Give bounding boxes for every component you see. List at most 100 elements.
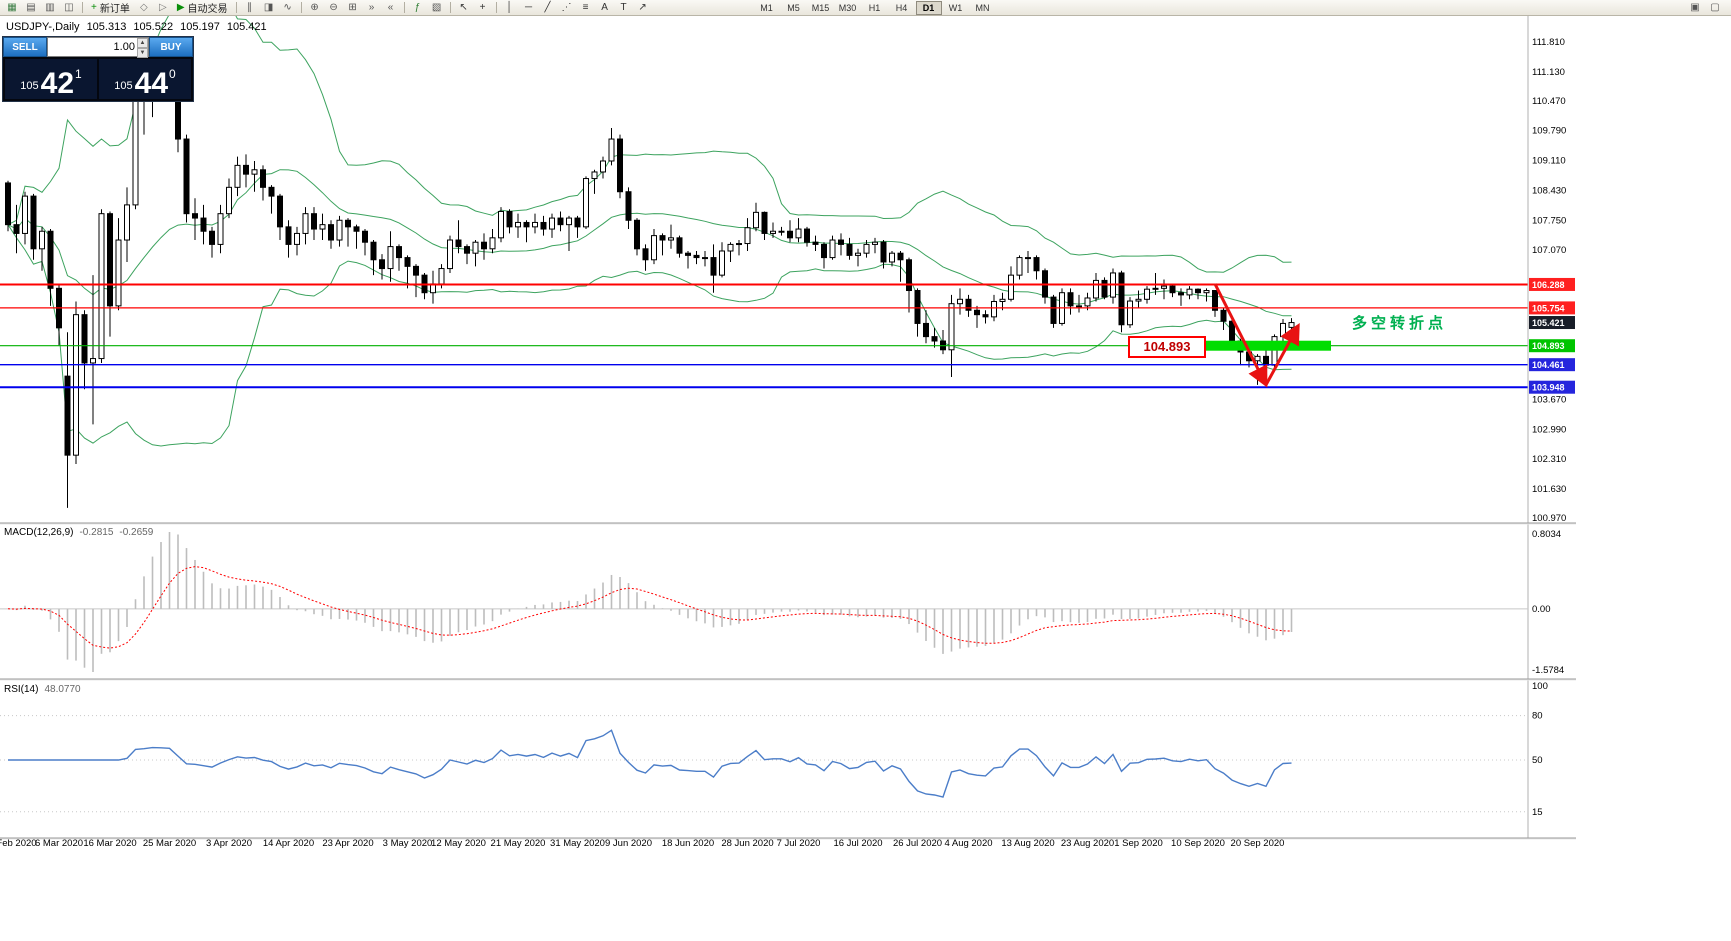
date-axis-tick: 31 May 2020 [550, 838, 605, 849]
timeframe-m1-button[interactable]: M1 [760, 2, 773, 13]
svg-text:104.461: 104.461 [1532, 360, 1565, 370]
timeframe-h4-button[interactable]: H4 [895, 2, 908, 13]
sell-price-display[interactable]: 105 42 1 [5, 59, 97, 99]
price-axis-badge [1529, 301, 1575, 315]
date-axis-tick: 10 Sep 2020 [1171, 838, 1225, 849]
svg-text:104.893: 104.893 [1532, 341, 1565, 351]
volume-spinner: ▲ ▼ [136, 38, 148, 58]
crosshair-icon[interactable]: + [479, 2, 486, 13]
timeframe-m15-button[interactable]: M15 [811, 2, 830, 13]
buy-price-pips: 44 [134, 66, 169, 100]
price-axis-tick: 103.670 [1532, 394, 1566, 405]
sell-price-point: 1 [75, 67, 82, 81]
text-icon[interactable]: A [601, 2, 608, 13]
auto-trading-button-label: 自动交易 [187, 4, 228, 15]
macd-main-value: -0.2815 [79, 527, 114, 538]
svg-text:0.8034: 0.8034 [1532, 529, 1561, 540]
volume-field: ▲ ▼ [47, 37, 149, 58]
sell-price-major: 105 [20, 80, 39, 92]
price-axis-tick: 111.130 [1532, 67, 1565, 78]
up-arrow-drawing[interactable] [1264, 323, 1300, 386]
arrows-icon[interactable]: ↗ [638, 2, 647, 13]
fibonacci-icon[interactable]: ≡ [582, 2, 589, 13]
strategy-tester-icon[interactable]: ▷ [158, 2, 167, 13]
equidistant-channel-icon[interactable]: ⋰ [561, 2, 572, 13]
cursor-icon[interactable]: ↖ [459, 2, 468, 13]
candlestick-chart-icon[interactable]: ◨ [263, 2, 274, 13]
rsi-line [8, 729, 1292, 798]
chart-profiles-icon[interactable]: ▤ [26, 2, 36, 13]
date-axis-tick: 28 Jun 2020 [721, 838, 773, 849]
indicators-icon[interactable]: ƒ [414, 2, 421, 13]
horizontal-line-icon[interactable]: ─ [525, 2, 533, 13]
svg-text:106.288: 106.288 [1532, 280, 1565, 290]
date-axis-tick: 21 May 2020 [491, 838, 546, 849]
new-order-button[interactable]: + 新订单 [87, 1, 134, 15]
svg-text:105.421: 105.421 [1532, 318, 1565, 328]
buy-price-display[interactable]: 105 44 0 [99, 59, 191, 99]
auto-trading-button[interactable]: ▶ 自动交易 [173, 1, 232, 15]
price-axis-badge [1529, 277, 1575, 291]
date-axis-tick: 20 Sep 2020 [1231, 838, 1285, 849]
main-price-pane [0, 16, 1528, 508]
metaeditor-icon[interactable]: ◇ [139, 2, 148, 13]
price-axis-tick: 109.110 [1532, 156, 1566, 167]
svg-text:0.00: 0.00 [1532, 604, 1551, 615]
print-preview-icon[interactable]: ▢ [1710, 2, 1720, 13]
volume-up-button[interactable]: ▲ [136, 38, 148, 48]
date-axis-tick: 9 Jun 2020 [605, 838, 652, 849]
auto-scroll-icon[interactable]: » [368, 2, 375, 13]
macd-signal-value: -0.2659 [119, 527, 154, 538]
line-chart-icon[interactable]: ∿ [283, 2, 292, 13]
price-axis-badge [1529, 316, 1575, 330]
volume-input[interactable] [48, 38, 137, 56]
timeframe-mn-button[interactable]: MN [975, 2, 990, 13]
zoom-out-icon[interactable]: ⊖ [329, 2, 338, 13]
sell-button[interactable]: SELL [3, 37, 47, 57]
date-axis-tick: 4 Aug 2020 [944, 838, 992, 849]
buy-button[interactable]: BUY [149, 37, 193, 57]
one-click-trading-panel: SELL ▲ ▼ BUY 105 42 1 105 44 0 [2, 36, 194, 102]
tile-windows-icon[interactable]: ⊞ [348, 2, 357, 13]
date-axis-tick: 16 Jul 2020 [833, 838, 882, 849]
date-axis-tick: 26 Jul 2020 [893, 838, 942, 849]
toolbar-separator [235, 2, 237, 13]
new-chart-icon[interactable]: ▦ [7, 2, 17, 13]
support-price-label[interactable]: 104.893 [1128, 336, 1206, 358]
macd-name: MACD(12,26,9) [4, 527, 74, 538]
chart-window: 111.810 111.130 110.470 109.790 109.110 108.4… [0, 16, 1731, 936]
timeframe-h1-button[interactable]: H1 [868, 2, 881, 13]
toolbar-separator [300, 2, 302, 13]
timeframe-w1-button[interactable]: W1 [948, 2, 963, 13]
new-order-icon: + [91, 2, 97, 13]
date-axis-tick: Feb 2020 [0, 838, 37, 849]
price-axis-badge [1529, 339, 1575, 353]
bull-bear-turning-point-annotation[interactable]: 多空转折点 [1352, 315, 1448, 332]
bollinger-upper-band [7, 16, 1292, 273]
price-axis-badge [1529, 358, 1575, 372]
toolbar-separator [82, 2, 83, 13]
svg-text:80: 80 [1532, 711, 1543, 722]
date-axis-tick: 1 Sep 2020 [1114, 838, 1163, 849]
timeframe-d1-button[interactable]: D1 [915, 0, 942, 15]
templates-icon[interactable]: ▧ [431, 2, 442, 13]
print-icon[interactable]: ▣ [1690, 2, 1700, 13]
down-arrow-drawing[interactable] [1213, 283, 1268, 388]
ohlc-info: USDJPY-,Daily 105.313 105.522 105.197 105.42… [6, 21, 274, 33]
zoom-in-icon[interactable]: ⊕ [310, 2, 319, 13]
svg-text:103.948: 103.948 [1532, 383, 1565, 393]
chart-shift-icon[interactable]: « [387, 2, 394, 13]
timeframe-m5-button[interactable]: M5 [787, 2, 800, 13]
market-watch-icon[interactable]: ▥ [45, 2, 55, 13]
support-highlight-bar[interactable] [1203, 340, 1332, 351]
trendline-icon[interactable]: ╱ [544, 2, 551, 13]
volume-down-button[interactable]: ▼ [136, 48, 148, 58]
text-label-icon[interactable]: T [620, 2, 627, 13]
timeframe-m30-button[interactable]: M30 [838, 2, 857, 13]
vertical-line-icon[interactable]: │ [506, 2, 513, 13]
bar-chart-icon[interactable]: ∥ [247, 2, 253, 13]
date-axis-tick: 3 Apr 2020 [206, 838, 252, 849]
data-window-icon[interactable]: ◫ [64, 2, 74, 13]
price-axis-badge [1529, 380, 1575, 394]
svg-text:-1.5784: -1.5784 [1532, 665, 1564, 676]
